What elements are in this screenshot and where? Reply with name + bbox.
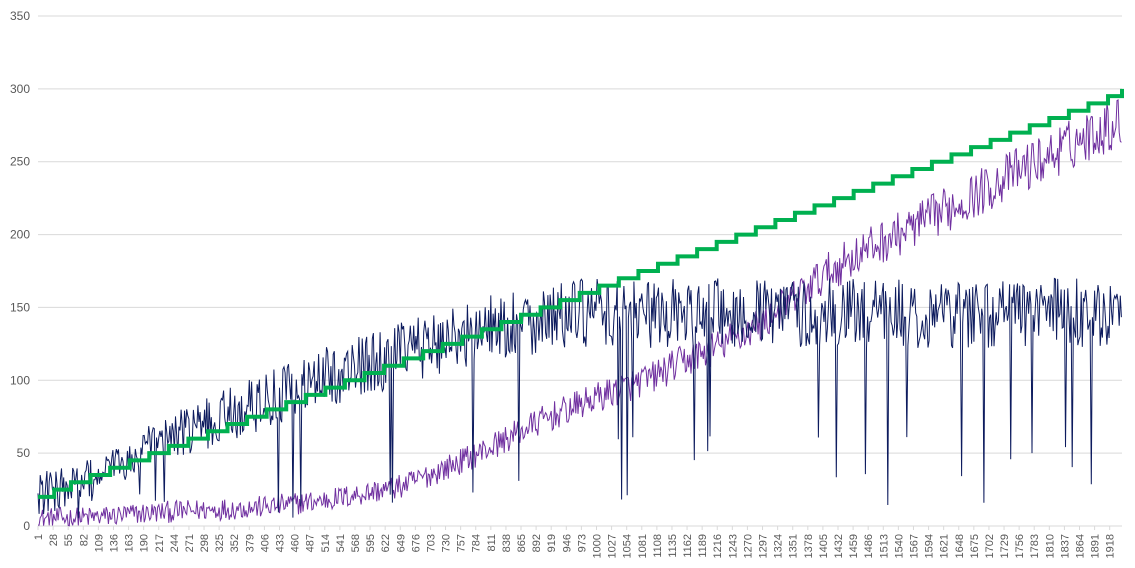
x-tick-label: 1621 — [939, 534, 951, 558]
x-tick-label: 892 — [531, 534, 543, 552]
y-tick-label: 0 — [23, 519, 30, 533]
x-tick-label: 244 — [169, 534, 181, 552]
x-tick-label: 1648 — [954, 534, 966, 558]
x-tick-label: 595 — [365, 534, 377, 552]
x-tick-label: 1297 — [758, 534, 770, 558]
x-tick-label: 919 — [546, 534, 558, 552]
x-tick-label: 703 — [425, 534, 437, 552]
x-tick-label: 1837 — [1059, 534, 1071, 558]
x-tick-label: 1432 — [833, 534, 845, 558]
x-tick-label: 1000 — [591, 534, 603, 558]
x-tick-label: 1567 — [908, 534, 920, 558]
y-tick-label: 150 — [10, 300, 30, 314]
x-tick-label: 1027 — [607, 534, 619, 558]
y-tick-label: 100 — [10, 373, 30, 387]
x-tick-label: 136 — [108, 534, 120, 552]
grid — [38, 15, 1122, 527]
x-tick-label: 325 — [214, 534, 226, 552]
x-tick-label: 1378 — [803, 534, 815, 558]
x-tick-label: 109 — [93, 534, 105, 552]
x-tick-label: 1 — [33, 534, 45, 540]
x-tick-label: 1216 — [712, 534, 724, 558]
x-tick-label: 1675 — [969, 534, 981, 558]
x-tick-label: 433 — [275, 534, 287, 552]
x-tick-label: 865 — [516, 534, 528, 552]
x-tick-label: 1243 — [727, 534, 739, 558]
x-tick-label: 406 — [259, 534, 271, 552]
x-tick-label: 271 — [184, 534, 196, 552]
y-tick-label: 250 — [10, 155, 30, 169]
x-tick-label: 1864 — [1075, 534, 1087, 558]
series-line-purple — [38, 99, 1122, 527]
x-tick-label: 1486 — [863, 534, 875, 558]
x-tick-label: 1405 — [818, 534, 830, 558]
x-tick-label: 568 — [350, 534, 362, 552]
x-tick-label: 1810 — [1044, 534, 1056, 558]
x-tick-label: 784 — [471, 534, 483, 552]
x-tick-label: 352 — [229, 534, 241, 552]
x-tick-label: 811 — [486, 534, 498, 552]
x-tick-label: 1162 — [682, 534, 694, 558]
y-tick-label: 350 — [10, 9, 30, 23]
x-tick-label: 730 — [441, 534, 453, 552]
x-tick-label: 1918 — [1105, 534, 1117, 558]
x-tick-label: 1351 — [788, 534, 800, 558]
x-tick-label: 163 — [124, 534, 136, 552]
x-tick-label: 946 — [561, 534, 573, 552]
x-tick-label: 55 — [63, 534, 75, 546]
x-tick-label: 460 — [290, 534, 302, 552]
x-tick-label: 649 — [395, 534, 407, 552]
x-tick-label: 1756 — [1014, 534, 1026, 558]
x-tick-label: 190 — [139, 534, 151, 552]
x-tick-label: 757 — [456, 534, 468, 552]
x-tick-label: 1702 — [984, 534, 996, 558]
x-tick-label: 622 — [380, 534, 392, 552]
x-axis: 1 28 55 82 109 136 163 190 217 244 271 298 325 352 379… — [33, 525, 1122, 558]
x-tick-label: 514 — [320, 534, 332, 552]
x-tick-label: 1891 — [1090, 534, 1102, 558]
x-tick-label: 1081 — [637, 534, 649, 558]
x-tick-label: 973 — [576, 534, 588, 552]
x-tick-label: 1054 — [622, 534, 634, 558]
x-tick-label: 1513 — [878, 534, 890, 558]
x-tick-label: 1459 — [848, 534, 860, 558]
x-tick-label: 487 — [305, 534, 317, 552]
y-axis: 0 50 100 150 200 250 300 350 — [10, 9, 30, 533]
x-tick-label: 1135 — [667, 534, 679, 558]
x-tick-label: 1783 — [1029, 534, 1041, 558]
x-tick-label: 541 — [335, 534, 347, 552]
x-tick-label: 838 — [501, 534, 513, 552]
x-tick-label: 1540 — [893, 534, 905, 558]
series-line-green — [38, 88, 1124, 499]
x-tick-label: 82 — [78, 534, 90, 546]
x-tick-label: 676 — [410, 534, 422, 552]
x-tick-label: 298 — [199, 534, 211, 552]
y-tick-label: 200 — [10, 228, 30, 242]
x-tick-label: 379 — [244, 534, 256, 552]
x-tick-label: 1108 — [652, 534, 664, 558]
x-tick-label: 1324 — [773, 534, 785, 558]
x-tick-label: 1594 — [924, 534, 936, 558]
x-tick-label: 28 — [48, 534, 60, 546]
x-tick-label: 1189 — [697, 534, 709, 558]
y-tick-label: 300 — [10, 82, 30, 96]
y-tick-label: 50 — [17, 446, 31, 460]
x-tick-label: 217 — [154, 534, 166, 552]
x-tick-label: 1729 — [999, 534, 1011, 558]
series-area — [37, 88, 1124, 527]
x-tick-label: 1270 — [742, 534, 754, 558]
